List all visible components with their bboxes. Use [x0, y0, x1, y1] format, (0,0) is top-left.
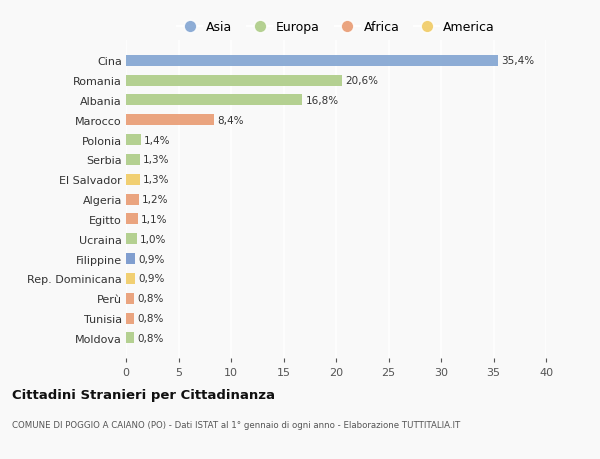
Bar [126, 174, 140, 185]
Text: 0,8%: 0,8% [137, 294, 164, 303]
Text: 0,9%: 0,9% [139, 274, 165, 284]
Text: 16,8%: 16,8% [305, 96, 338, 106]
Bar [126, 56, 498, 67]
Legend: Asia, Europa, Africa, America: Asia, Europa, Africa, America [172, 16, 500, 39]
Bar [126, 253, 136, 264]
Bar [126, 95, 302, 106]
Text: 1,1%: 1,1% [140, 214, 167, 224]
Text: 0,9%: 0,9% [139, 254, 165, 264]
Text: 8,4%: 8,4% [217, 116, 244, 125]
Bar [126, 194, 139, 205]
Text: 1,2%: 1,2% [142, 195, 168, 205]
Bar [126, 155, 140, 166]
Bar [126, 75, 342, 86]
Text: 35,4%: 35,4% [501, 56, 534, 66]
Bar [126, 115, 214, 126]
Bar [126, 333, 134, 344]
Bar [126, 293, 134, 304]
Text: 1,4%: 1,4% [144, 135, 170, 146]
Text: 0,8%: 0,8% [137, 313, 164, 324]
Bar [126, 234, 137, 245]
Text: 20,6%: 20,6% [346, 76, 379, 86]
Bar [126, 274, 136, 284]
Bar [126, 135, 140, 146]
Bar [126, 313, 134, 324]
Text: 1,3%: 1,3% [143, 175, 169, 185]
Text: 0,8%: 0,8% [137, 333, 164, 343]
Text: COMUNE DI POGGIO A CAIANO (PO) - Dati ISTAT al 1° gennaio di ogni anno - Elabora: COMUNE DI POGGIO A CAIANO (PO) - Dati IS… [12, 420, 460, 429]
Text: Cittadini Stranieri per Cittadinanza: Cittadini Stranieri per Cittadinanza [12, 388, 275, 401]
Text: 1,0%: 1,0% [140, 234, 166, 244]
Text: 1,3%: 1,3% [143, 155, 169, 165]
Bar [126, 214, 137, 225]
